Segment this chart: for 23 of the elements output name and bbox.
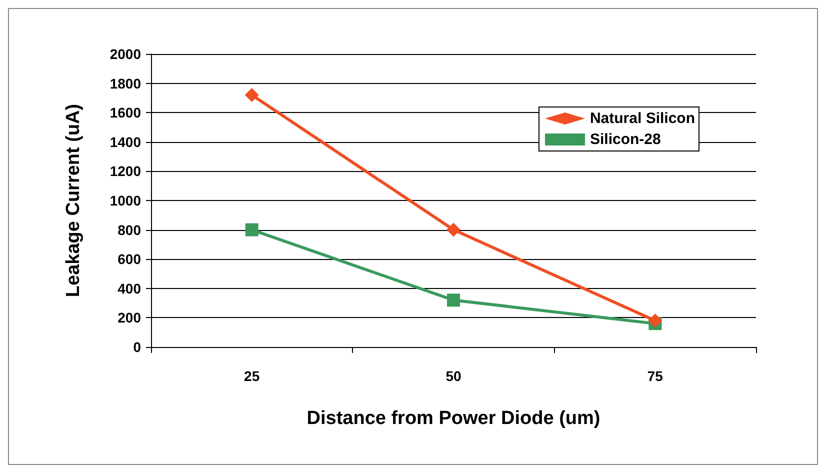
x-tick-label: 25 <box>244 368 260 384</box>
y-tick-label: 1600 <box>110 104 142 121</box>
x-tick-label: 75 <box>647 368 664 384</box>
y-tick-label: 0 <box>133 339 142 355</box>
point <box>446 222 460 237</box>
x-axis-title: Distance from Power Diode (um) <box>306 408 600 429</box>
y-tick-label: 800 <box>118 222 142 238</box>
y-tick-label: 1200 <box>110 163 142 180</box>
point <box>447 294 460 307</box>
y-tick-label: 200 <box>118 310 142 326</box>
y-tick-label: 1800 <box>110 75 142 92</box>
legend-label: Silicon-28 <box>590 131 661 148</box>
point <box>245 223 258 236</box>
y-tick-label: 400 <box>118 280 142 296</box>
y-tick-label: 1400 <box>110 134 142 150</box>
point <box>648 314 662 328</box>
y-tick-label: 2000 <box>110 46 142 62</box>
x-tick-label: 50 <box>446 368 462 384</box>
y-tick-label: 600 <box>118 251 142 268</box>
legend-label: Natural Silicon <box>590 110 696 127</box>
y-axis-title: Leakage Current (uA) <box>63 104 84 298</box>
y-tick-label: 1000 <box>110 192 142 208</box>
point <box>244 88 259 102</box>
